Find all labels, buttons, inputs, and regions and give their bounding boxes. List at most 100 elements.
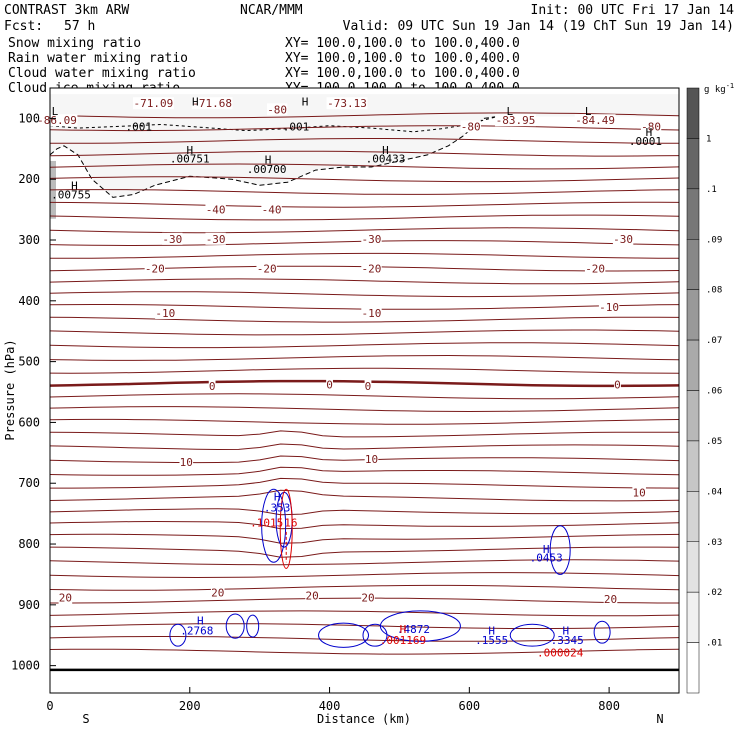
isotherm	[49, 150, 680, 157]
extremum-marker: L	[585, 105, 592, 118]
isotherm	[49, 227, 680, 234]
snow-contour-label: .001	[283, 120, 310, 133]
model-title: CONTRAST 3km ARW	[4, 3, 129, 18]
isotherm-label: -30	[613, 233, 633, 246]
isotherm-label: -20	[585, 263, 605, 276]
isotherm-label: -83.95	[496, 114, 536, 127]
isotherm-label: -40	[262, 204, 282, 217]
isotherm	[49, 559, 680, 566]
rain-water-contour	[279, 488, 293, 569]
x-tick-label: 800	[598, 699, 620, 713]
isotherm	[49, 489, 680, 502]
field-xy: XY= 100.0,100.0 to 100.0,400.0	[285, 66, 520, 81]
x-axis-label: Distance (km)	[317, 712, 411, 726]
isotherm	[49, 189, 680, 195]
isotherm-label-bg	[361, 232, 382, 245]
extremum-marker: H	[543, 543, 550, 556]
isotherm-label: -40	[206, 204, 226, 217]
colorbar-swatch	[686, 642, 700, 694]
y-tick-label: 600	[18, 415, 40, 429]
plot-frame	[49, 87, 680, 694]
isotherm	[49, 466, 680, 476]
isotherm-label-bg	[574, 114, 616, 127]
isotherm	[49, 329, 680, 336]
cloud-water-contour	[261, 488, 287, 563]
isotherm-label: -86.09	[37, 114, 77, 127]
colorbar-tick-label: .07	[706, 336, 722, 346]
isotherm-label: 10	[633, 486, 646, 499]
y-tick-label: 900	[18, 598, 40, 612]
isotherm-label: -10	[362, 307, 382, 320]
isotherm-label: 10	[365, 453, 378, 466]
isotherm	[49, 443, 680, 451]
extremum-marker: H	[400, 623, 407, 636]
colorbar-tick-label: .08	[706, 286, 722, 296]
isotherm	[49, 610, 680, 617]
cloud-water-label: .353	[264, 502, 291, 515]
cloud-water-contour	[318, 622, 370, 648]
isotherm-label: 20	[59, 592, 72, 605]
isotherm	[49, 508, 680, 516]
isotherm	[49, 367, 680, 374]
isotherm-label-bg	[364, 452, 379, 465]
isotherm	[50, 477, 680, 489]
isotherm	[49, 430, 680, 438]
isotherm	[49, 342, 680, 349]
colorbar-tick-label: 1	[706, 134, 711, 144]
isotherm-label-bg	[495, 114, 536, 127]
colorbar-swatch	[686, 289, 700, 341]
colorbar-tick-label: .02	[706, 588, 722, 598]
cloud-water-contour	[549, 525, 571, 575]
isotherm-label-bg	[36, 114, 78, 127]
colorbar-swatch	[686, 440, 700, 492]
isotherm-label-bg	[614, 378, 621, 391]
y-tick-label: 400	[18, 294, 40, 308]
isotherm	[49, 214, 680, 221]
isotherm-label-bg	[361, 591, 375, 604]
isotherm	[49, 163, 680, 170]
cloud-water-contour	[509, 623, 555, 647]
isotherm-label: -84.49	[575, 114, 615, 127]
snow-contour-label: .001	[126, 120, 153, 133]
colorbar-tick-label: .05	[706, 437, 722, 447]
isotherm-label-bg	[361, 262, 382, 275]
isotherm	[49, 572, 680, 579]
isotherm-label-bg	[210, 586, 225, 599]
isotherm-label: -30	[362, 233, 382, 246]
isotherm-label-bg	[598, 300, 620, 313]
isotherm	[49, 455, 680, 464]
colorbar-tick-label: .1	[706, 185, 717, 195]
rain-water-label: .16	[278, 517, 298, 530]
colorbar-swatch	[686, 239, 700, 290]
isotherm	[49, 379, 680, 388]
snow-boundary	[49, 116, 498, 198]
y-tick-label: 700	[18, 476, 40, 490]
isotherm	[49, 546, 680, 558]
isotherm-label-bg	[326, 97, 368, 110]
plot-layer: -71.09 -71.68 -73.13 -80 -86.09 -80 -83.95 -84.…	[36, 94, 680, 672]
isotherm-label: -20	[145, 263, 165, 276]
extremum-marker: H	[562, 624, 569, 637]
isotherm-label-bg	[603, 592, 618, 605]
isotherm	[49, 623, 680, 629]
isotherm-label: -30	[162, 233, 182, 246]
field-name: Cloud water mixing ratio	[8, 66, 196, 81]
isotherm-label-bg	[133, 97, 174, 110]
isotherm-label-bg	[256, 262, 277, 275]
isotherm-label-bg	[205, 232, 226, 245]
valid-time: Valid: 09 UTC Sun 19 Jan 14 (19 ChT Sun …	[343, 19, 734, 34]
isotherm	[49, 316, 680, 323]
colorbar-swatch	[686, 541, 700, 593]
isotherm-label-bg	[326, 378, 333, 391]
isotherm-label-bg	[191, 97, 233, 110]
extremum-marker: H	[192, 95, 199, 108]
isotherm-label: 0	[365, 380, 372, 393]
isotherm	[49, 406, 680, 413]
isotherm-label: 0	[614, 379, 621, 392]
extremum-marker: H	[197, 615, 204, 628]
isotherm-label-bg	[179, 455, 194, 468]
snow-region	[50, 94, 679, 198]
snow-contour-label: .00433	[366, 153, 406, 166]
snow-contour-label: .00755	[51, 188, 91, 201]
extremum-marker: H	[71, 179, 78, 192]
